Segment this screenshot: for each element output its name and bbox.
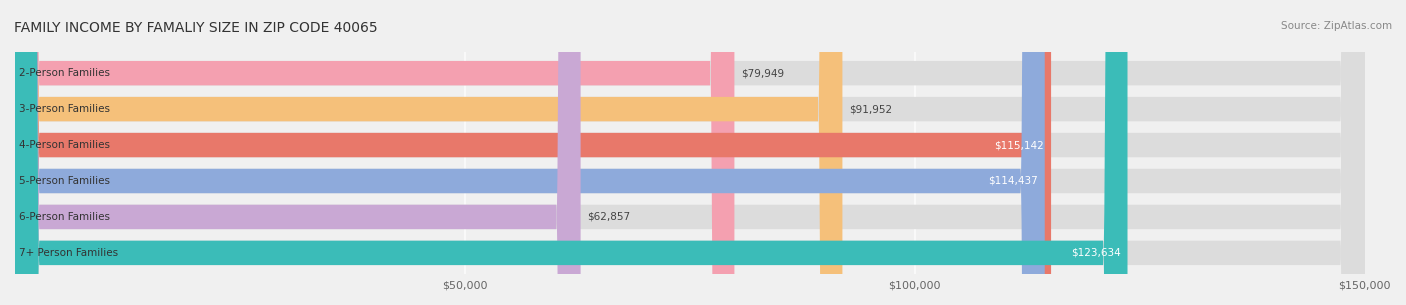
Text: Source: ZipAtlas.com: Source: ZipAtlas.com — [1281, 21, 1392, 31]
Text: 6-Person Families: 6-Person Families — [20, 212, 110, 222]
Text: 3-Person Families: 3-Person Families — [20, 104, 110, 114]
FancyBboxPatch shape — [15, 0, 842, 305]
Text: 4-Person Families: 4-Person Families — [20, 140, 110, 150]
FancyBboxPatch shape — [15, 0, 1365, 305]
Text: $91,952: $91,952 — [849, 104, 893, 114]
Text: FAMILY INCOME BY FAMALIY SIZE IN ZIP CODE 40065: FAMILY INCOME BY FAMALIY SIZE IN ZIP COD… — [14, 21, 378, 35]
FancyBboxPatch shape — [15, 0, 1045, 305]
FancyBboxPatch shape — [15, 0, 1052, 305]
FancyBboxPatch shape — [15, 0, 581, 305]
FancyBboxPatch shape — [15, 0, 734, 305]
Text: $114,437: $114,437 — [988, 176, 1038, 186]
Text: $79,949: $79,949 — [741, 68, 785, 78]
FancyBboxPatch shape — [15, 0, 1365, 305]
FancyBboxPatch shape — [15, 0, 1365, 305]
Text: $123,634: $123,634 — [1071, 248, 1121, 258]
FancyBboxPatch shape — [15, 0, 1365, 305]
FancyBboxPatch shape — [15, 0, 1365, 305]
FancyBboxPatch shape — [15, 0, 1365, 305]
Text: 7+ Person Families: 7+ Person Families — [20, 248, 118, 258]
Text: $62,857: $62,857 — [588, 212, 630, 222]
Text: 5-Person Families: 5-Person Families — [20, 176, 110, 186]
Text: $115,142: $115,142 — [994, 140, 1045, 150]
FancyBboxPatch shape — [15, 0, 1128, 305]
Text: 2-Person Families: 2-Person Families — [20, 68, 110, 78]
